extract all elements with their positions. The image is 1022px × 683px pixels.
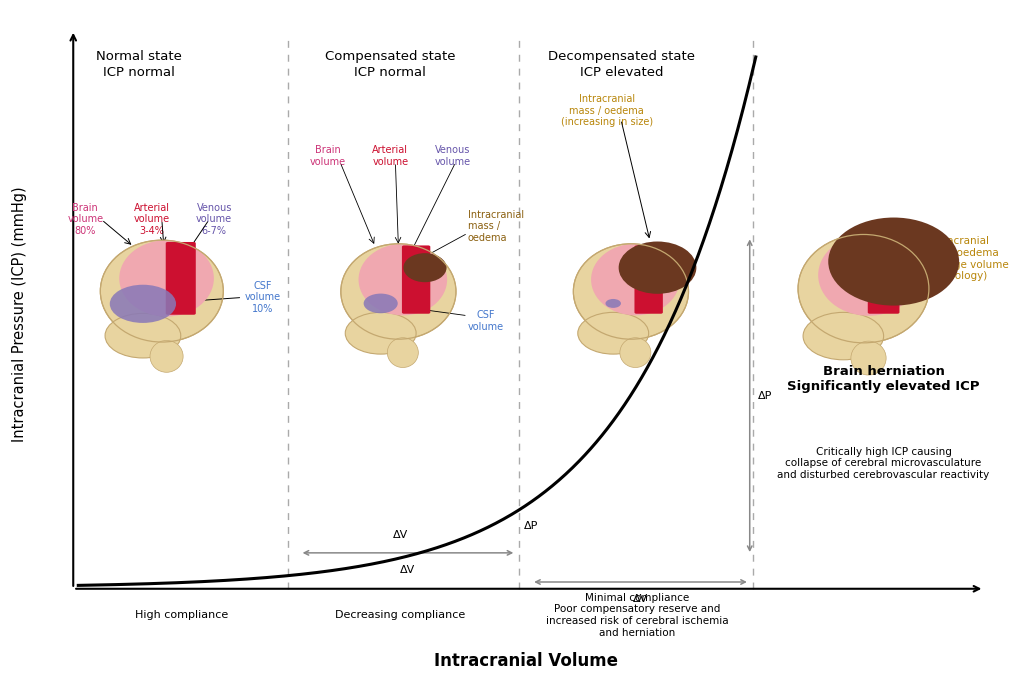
Ellipse shape (819, 234, 919, 316)
Text: Venous
volume
6-7%: Venous volume 6-7% (196, 203, 232, 236)
Ellipse shape (120, 240, 214, 316)
Ellipse shape (828, 217, 959, 305)
Text: Brain
volume
80%: Brain volume 80% (67, 203, 103, 236)
Ellipse shape (100, 240, 224, 342)
Ellipse shape (340, 244, 456, 339)
Text: Decreasing compliance: Decreasing compliance (335, 610, 466, 620)
Text: ΔV: ΔV (633, 594, 648, 604)
FancyBboxPatch shape (166, 242, 196, 315)
Ellipse shape (109, 285, 176, 323)
Ellipse shape (345, 312, 416, 354)
Text: ΔP: ΔP (757, 391, 773, 401)
FancyBboxPatch shape (402, 245, 430, 313)
Text: Decompensated state
ICP elevated: Decompensated state ICP elevated (549, 50, 695, 79)
Text: CSF
volume: CSF volume (468, 310, 504, 332)
Text: High compliance: High compliance (135, 610, 229, 620)
Ellipse shape (620, 337, 651, 367)
Text: Intracranial
mass / oedema
(increasing in size): Intracranial mass / oedema (increasing i… (561, 94, 653, 128)
Text: ΔV: ΔV (401, 565, 416, 575)
Ellipse shape (851, 342, 886, 375)
Text: Brain herniation
Significantly elevated ICP: Brain herniation Significantly elevated … (787, 365, 980, 393)
Ellipse shape (577, 312, 649, 354)
Ellipse shape (618, 242, 696, 294)
Ellipse shape (605, 299, 621, 308)
Text: CSF
volume
10%: CSF volume 10% (244, 281, 280, 314)
Text: Arterial
volume: Arterial volume (372, 145, 409, 167)
Ellipse shape (591, 244, 680, 316)
Ellipse shape (387, 337, 418, 367)
Text: Intracranial Volume: Intracranial Volume (434, 652, 618, 670)
FancyBboxPatch shape (868, 236, 899, 313)
Text: Venous
volume: Venous volume (434, 145, 471, 167)
Ellipse shape (803, 312, 884, 360)
Text: Intracranial
mass / oedema
(very large volume
pathology): Intracranial mass / oedema (very large v… (910, 236, 1009, 281)
Ellipse shape (798, 234, 929, 343)
Text: Compensated state
ICP normal: Compensated state ICP normal (325, 50, 456, 79)
Text: Critically high ICP causing
collapse of cerebral microvasculature
and disturbed : Critically high ICP causing collapse of … (778, 447, 989, 480)
Ellipse shape (404, 253, 447, 282)
Text: Brain
volume: Brain volume (310, 145, 346, 167)
Ellipse shape (150, 340, 183, 372)
Text: Intracranial Pressure (ICP) (mmHg): Intracranial Pressure (ICP) (mmHg) (12, 186, 28, 442)
Text: ΔV: ΔV (392, 529, 408, 540)
Ellipse shape (359, 244, 447, 316)
Text: Arterial
volume
3-4%: Arterial volume 3-4% (134, 203, 170, 236)
Ellipse shape (573, 244, 689, 339)
Text: Intracranial
mass /
oedema: Intracranial mass / oedema (468, 210, 524, 243)
Ellipse shape (364, 294, 398, 313)
FancyBboxPatch shape (635, 245, 663, 313)
Text: Minimal compliance
Poor compensatory reserve and
increased risk of cerebral isch: Minimal compliance Poor compensatory res… (546, 593, 729, 638)
Text: Normal state
ICP normal: Normal state ICP normal (96, 50, 182, 79)
Text: ΔP: ΔP (524, 520, 539, 531)
Ellipse shape (105, 313, 181, 358)
